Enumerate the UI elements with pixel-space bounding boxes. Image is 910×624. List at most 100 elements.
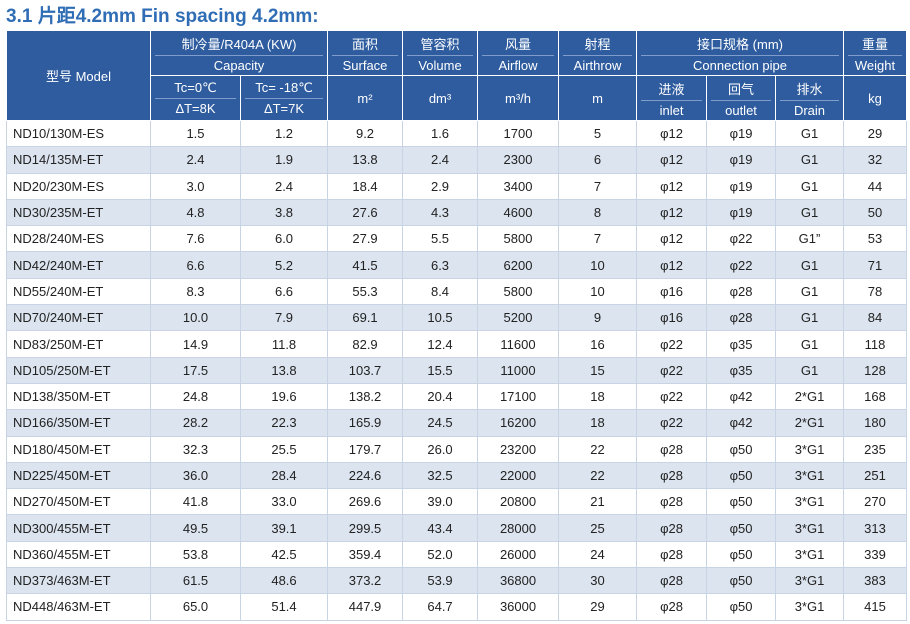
table-row: ND138/350M-ET 24.8 19.6 138.2 20.4 17100 18 φ22… <box>6 383 908 411</box>
value-cell: 5.2 <box>239 251 329 279</box>
value-cell: 22000 <box>477 462 560 490</box>
value-cell: φ19 <box>706 146 777 174</box>
value-cell: φ12 <box>636 173 708 200</box>
model-cell: ND270/450M-ET <box>6 488 151 516</box>
value-cell: 1.6 <box>402 120 479 148</box>
header-text: m² <box>357 90 373 106</box>
value-cell: 17.5 <box>150 357 241 384</box>
header-text: m³/h <box>505 90 532 106</box>
value-cell: 39.1 <box>239 514 329 542</box>
value-cell: 10.0 <box>150 304 241 332</box>
value-cell: 6.6 <box>150 251 241 279</box>
value-cell: 36.0 <box>150 462 241 490</box>
value-cell: 2.4 <box>150 146 241 174</box>
table-row: ND360/455M-ET 53.8 42.5 359.4 52.0 26000 24 φ28… <box>6 541 908 569</box>
table-header: 型号 Model 制冷量/R404A (KW) Capacity 面积 Surfac… <box>6 30 908 121</box>
value-cell: φ16 <box>636 304 708 332</box>
value-cell: 41.8 <box>150 488 241 516</box>
value-cell: 5800 <box>477 278 560 306</box>
value-cell: 24.8 <box>150 383 241 411</box>
value-cell: φ19 <box>706 120 777 148</box>
value-cell: 165.9 <box>327 409 404 437</box>
value-cell: φ28 <box>636 436 708 463</box>
value-cell: 71 <box>843 251 908 279</box>
header-text: Volume <box>418 57 462 73</box>
value-cell: 5800 <box>477 225 560 253</box>
value-cell: 51.4 <box>239 593 329 621</box>
value-cell: φ22 <box>706 251 777 279</box>
value-cell: 128 <box>843 357 908 384</box>
header-text: 风量 <box>482 34 555 56</box>
value-cell: φ22 <box>636 409 708 437</box>
value-cell: 3*G1 <box>775 462 845 490</box>
value-cell: 373.2 <box>327 567 404 595</box>
header-text: Surface <box>342 57 388 73</box>
header-cell: Tc=0℃ ΔT=8K <box>150 75 241 121</box>
value-cell: 7.6 <box>150 225 241 253</box>
value-cell: φ50 <box>706 593 777 621</box>
header-text: outlet <box>725 102 757 118</box>
table-row: ND373/463M-ET 61.5 48.6 373.2 53.9 36800 30 φ28… <box>6 567 908 595</box>
model-cell: ND20/230M-ES <box>6 173 151 200</box>
value-cell: 447.9 <box>327 593 404 621</box>
model-cell: ND70/240M-ET <box>6 304 151 332</box>
value-cell: 27.9 <box>327 225 404 253</box>
value-cell: φ16 <box>636 278 708 306</box>
value-cell: 359.4 <box>327 541 404 569</box>
model-cell: ND83/250M-ET <box>6 330 151 358</box>
value-cell: 339 <box>843 541 908 569</box>
table-row: ND270/450M-ET 41.8 33.0 269.6 39.0 20800 21 φ28… <box>6 488 908 516</box>
value-cell: 3.0 <box>150 173 241 200</box>
value-cell: 269.6 <box>327 488 404 516</box>
value-cell: 2.4 <box>239 173 329 200</box>
value-cell: φ19 <box>706 173 777 200</box>
value-cell: φ50 <box>706 488 777 516</box>
header-text: Drain <box>793 102 826 118</box>
header-text: 制冷量/R404A (KW) <box>155 34 324 56</box>
model-cell: ND105/250M-ET <box>6 357 151 384</box>
value-cell: 49.5 <box>150 514 241 542</box>
value-cell: 28.2 <box>150 409 241 437</box>
value-cell: 103.7 <box>327 357 404 384</box>
value-cell: 22 <box>558 436 638 463</box>
value-cell: φ12 <box>636 199 708 227</box>
header-text: dm³ <box>428 90 452 106</box>
value-cell: 15.5 <box>402 357 479 384</box>
header-text: ΔT=7K <box>263 101 305 116</box>
value-cell: 5.5 <box>402 225 479 253</box>
value-cell: 1.2 <box>239 120 329 148</box>
value-cell: φ35 <box>706 330 777 358</box>
value-cell: 1.5 <box>150 120 241 148</box>
model-cell: ND166/350M-ET <box>6 409 151 437</box>
header-text: ΔT=8K <box>175 101 216 116</box>
value-cell: 3*G1 <box>775 567 845 595</box>
value-cell: 26000 <box>477 541 560 569</box>
value-cell: φ50 <box>706 567 777 595</box>
value-cell: φ12 <box>636 120 708 148</box>
model-cell: ND300/455M-ET <box>6 514 151 542</box>
value-cell: φ28 <box>636 593 708 621</box>
value-cell: 13.8 <box>239 357 329 384</box>
table-row: ND300/455M-ET 49.5 39.1 299.5 43.4 28000 25 φ28… <box>6 514 908 542</box>
value-cell: 180 <box>843 409 908 437</box>
value-cell: 3400 <box>477 173 560 200</box>
header-text: 管容积 <box>407 34 474 56</box>
header-text: 排水 <box>780 79 840 101</box>
value-cell: φ28 <box>636 488 708 516</box>
table-row: ND14/135M-ET 2.4 1.9 13.8 2.4 2300 6 φ12 φ19 G1 32 <box>6 146 908 174</box>
model-cell: ND30/235M-ET <box>6 199 151 227</box>
model-cell: ND225/450M-ET <box>6 462 151 490</box>
value-cell: 8.3 <box>150 278 241 306</box>
header-row: 型号 Model 制冷量/R404A (KW) Capacity 面积 Surfac… <box>6 30 908 121</box>
value-cell: 48.6 <box>239 567 329 595</box>
model-cell: ND14/135M-ET <box>6 146 151 174</box>
value-cell: 52.0 <box>402 541 479 569</box>
table-row: ND83/250M-ET 14.9 11.8 82.9 12.4 11600 16 φ22 φ3… <box>6 330 908 358</box>
value-cell: 19.6 <box>239 383 329 411</box>
value-cell: 23200 <box>477 436 560 463</box>
header-cell: m <box>558 75 638 121</box>
model-cell: ND180/450M-ET <box>6 436 151 463</box>
value-cell: 30 <box>558 567 638 595</box>
value-cell: 42.5 <box>239 541 329 569</box>
value-cell: 383 <box>843 567 908 595</box>
